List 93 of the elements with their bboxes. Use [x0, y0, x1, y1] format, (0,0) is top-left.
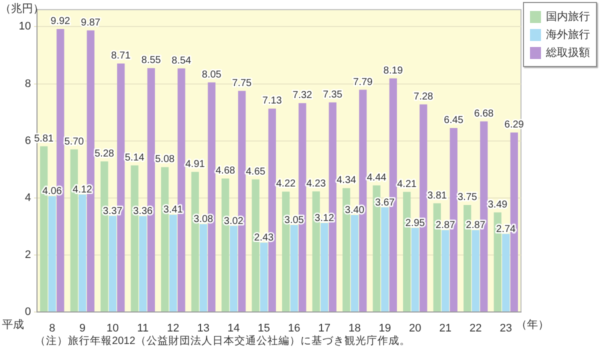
bar — [260, 242, 268, 312]
bar — [442, 230, 450, 312]
data-label: 2.87 — [436, 220, 456, 232]
x-tick-label: 23 — [500, 322, 512, 335]
x-tick-label: 11 — [137, 322, 149, 335]
bar — [78, 194, 86, 312]
x-tick-label: 14 — [228, 322, 240, 335]
data-label: 3.40 — [344, 205, 365, 216]
data-label: 8.55 — [141, 55, 162, 66]
data-label: 8.05 — [202, 69, 222, 80]
text: （注）旅行年報2012（公益財団法人日本交通公社編）に基づき観光庁作成。 — [35, 334, 410, 347]
bar — [350, 215, 358, 312]
data-label: 3.02 — [224, 216, 244, 227]
x-axis-title: （年） — [516, 319, 549, 331]
data-label: 2.95 — [405, 218, 426, 229]
data-label: 3.81 — [427, 190, 448, 202]
bar — [411, 228, 419, 312]
bar — [48, 196, 56, 312]
data-label: 5.70 — [64, 136, 84, 148]
data-label: 3.37 — [102, 206, 123, 217]
data-label: 8.71 — [111, 50, 132, 62]
bar — [230, 226, 238, 312]
x-tick-label: 8 — [49, 322, 56, 335]
x-tick-label: 9 — [79, 322, 86, 335]
bar — [502, 234, 510, 312]
data-label: 7.35 — [322, 89, 343, 100]
data-label: 4.68 — [216, 165, 236, 176]
data-label: 4.12 — [72, 184, 93, 196]
data-label: 8.54 — [172, 55, 192, 66]
data-label: 5.14 — [124, 152, 145, 164]
data-label: 3.75 — [458, 192, 478, 204]
y-tick-label: 8 — [24, 78, 31, 90]
data-label: 3.36 — [133, 206, 154, 218]
legend-label: 海外旅行 — [546, 28, 590, 42]
bar — [169, 214, 177, 312]
data-label: 6.68 — [474, 108, 494, 120]
y-tick-label: 4 — [24, 192, 31, 204]
data-label: 4.91 — [185, 158, 206, 170]
data-label: 4.65 — [246, 166, 266, 178]
data-label: 9.92 — [50, 16, 71, 27]
data-label: 4.34 — [336, 175, 357, 186]
bar — [200, 224, 208, 312]
x-tick-label: 19 — [378, 322, 391, 335]
y-tick-label: 10 — [18, 20, 31, 33]
bar — [108, 216, 116, 312]
y-axis-title: （兆円） — [0, 2, 44, 15]
x-tick-label: 12 — [167, 322, 180, 335]
data-label: 3.67 — [375, 197, 396, 208]
data-label: 7.32 — [292, 90, 313, 102]
data-label: 2.43 — [254, 232, 274, 244]
data-label: 3.05 — [284, 214, 304, 226]
data-label: 4.44 — [366, 172, 387, 184]
data-label: 3.08 — [194, 214, 214, 226]
x-tick-label: 17 — [318, 322, 330, 335]
data-label: 7.75 — [232, 78, 252, 89]
x-tick-label: 16 — [288, 322, 300, 335]
data-label: 3.41 — [163, 204, 184, 216]
text: 平成 — [2, 318, 24, 331]
data-label: 2.74 — [496, 224, 516, 235]
bar — [472, 230, 480, 312]
x-tick-label: 15 — [258, 322, 270, 335]
x-tick-label: 13 — [197, 322, 210, 335]
data-label: 2.87 — [466, 220, 486, 232]
data-label: 4.22 — [276, 178, 296, 190]
data-label: 7.79 — [353, 76, 374, 88]
data-label: 8.19 — [383, 65, 404, 76]
bar — [139, 216, 147, 312]
data-label: 6.29 — [504, 120, 524, 131]
legend-label: 総取扱額 — [546, 46, 590, 60]
legend-label: 国内旅行 — [546, 10, 590, 24]
bar — [381, 207, 389, 312]
y-tick-label: 6 — [24, 134, 31, 147]
data-label: 5.28 — [94, 148, 115, 160]
data-label: 5.08 — [155, 154, 176, 166]
x-tick-label: 18 — [348, 322, 361, 335]
x-tick-label: 21 — [439, 322, 452, 335]
data-label: 4.06 — [42, 186, 62, 198]
data-label: 3.12 — [314, 212, 335, 224]
data-label: 4.21 — [397, 178, 418, 190]
data-label: 4.23 — [306, 178, 326, 190]
bar — [320, 222, 328, 312]
y-tick-label: 0 — [24, 306, 31, 318]
data-label: 7.28 — [414, 91, 434, 102]
data-label: 5.81 — [34, 133, 54, 144]
data-label: 6.45 — [444, 114, 464, 126]
x-tick-label: 20 — [409, 322, 422, 335]
x-tick-label: 22 — [470, 322, 482, 335]
data-label: 3.49 — [488, 199, 508, 210]
y-tick-label: 2 — [24, 248, 31, 261]
bar — [290, 224, 298, 312]
data-label: 7.13 — [262, 96, 282, 107]
x-tick-label: 10 — [106, 322, 119, 335]
data-label: 9.87 — [80, 17, 101, 28]
